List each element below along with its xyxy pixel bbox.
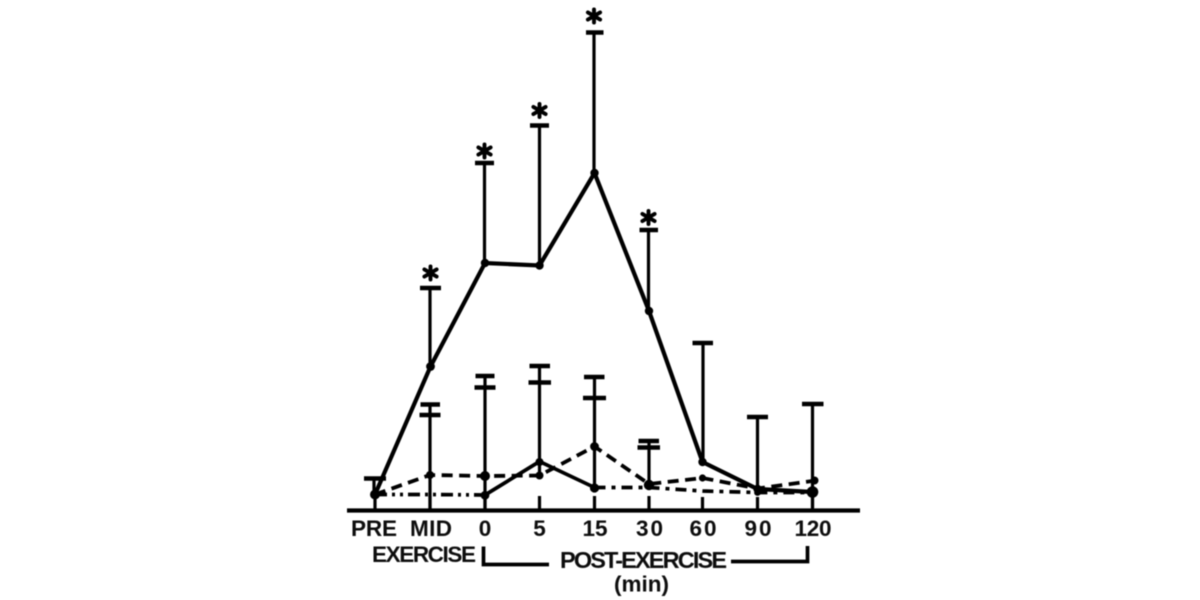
svg-text:PRE: PRE [351, 516, 397, 541]
svg-text:15: 15 [583, 516, 608, 541]
svg-text:60: 60 [690, 516, 717, 541]
svg-text:MID: MID [410, 516, 452, 541]
svg-text:POST-EXERCISE: POST-EXERCISE [560, 547, 727, 573]
svg-text:120: 120 [795, 516, 832, 541]
svg-text:90: 90 [745, 516, 772, 541]
svg-text:0: 0 [479, 516, 492, 541]
svg-text:5: 5 [533, 516, 546, 541]
svg-text:(min): (min) [614, 572, 669, 597]
svg-text:30: 30 [636, 516, 663, 541]
svg-text:EXERCISE: EXERCISE [372, 542, 476, 567]
